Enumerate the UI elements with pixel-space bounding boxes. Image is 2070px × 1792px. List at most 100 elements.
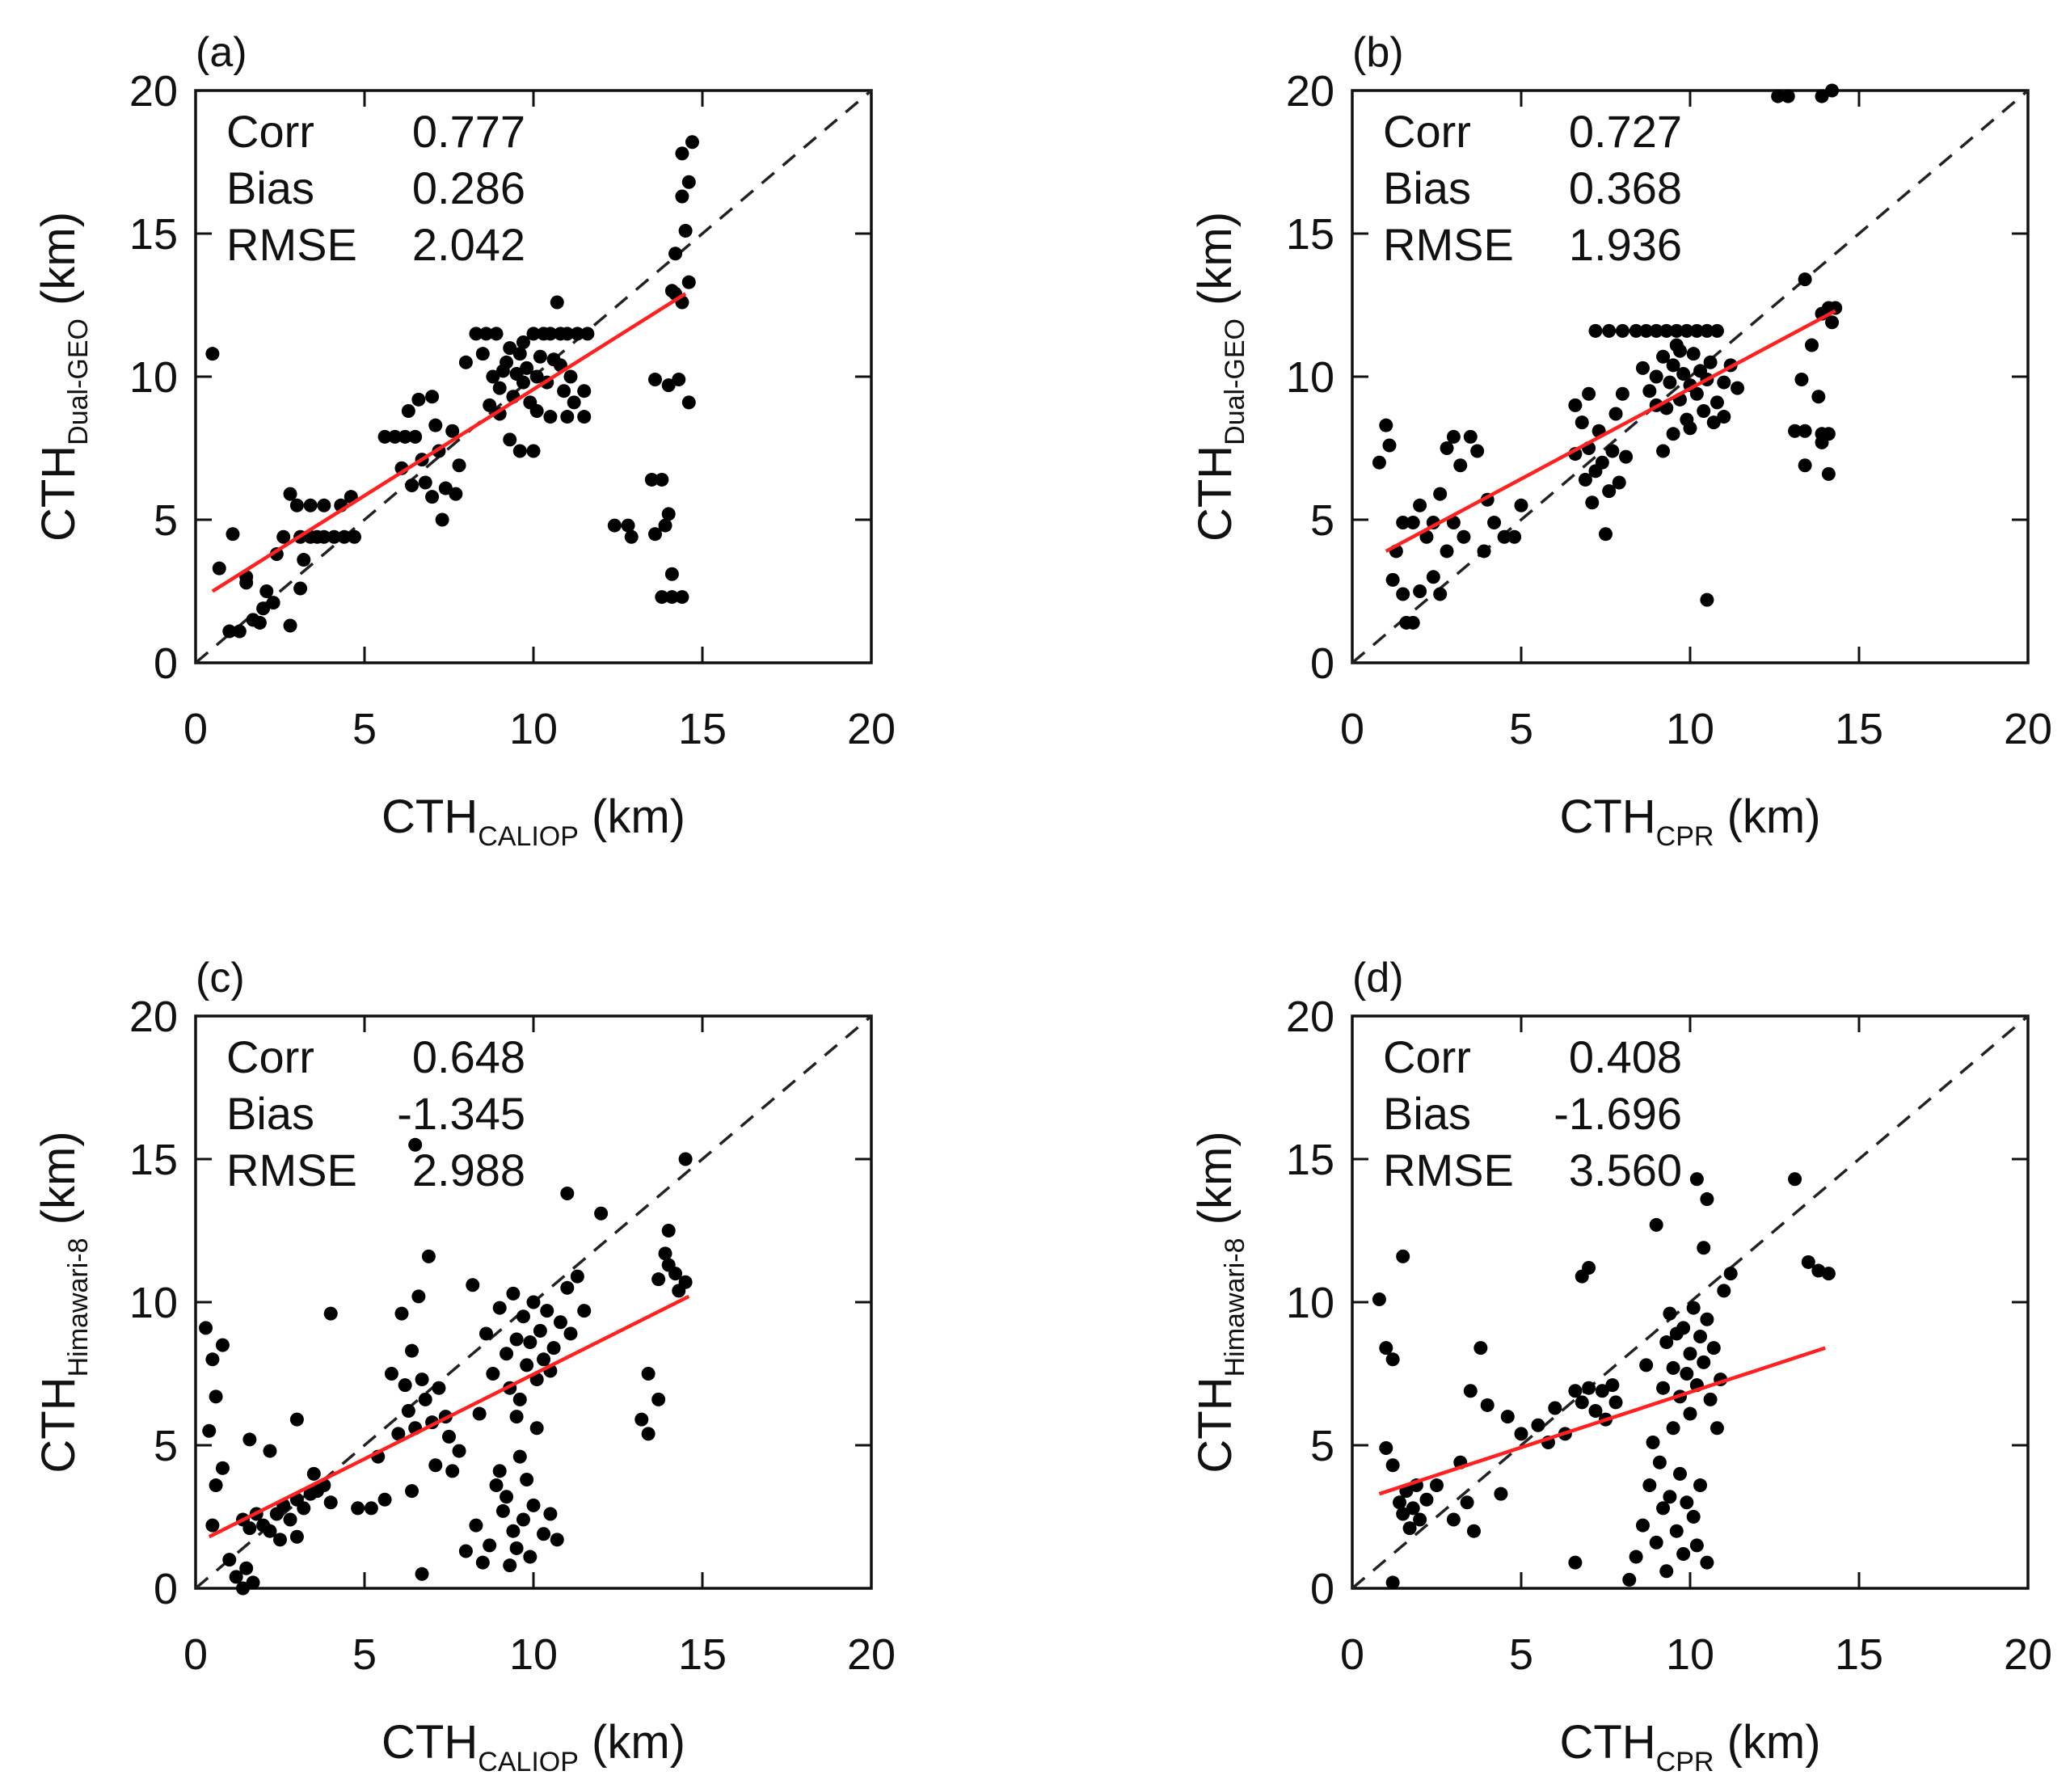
scatter-point	[323, 1495, 338, 1510]
scatter-point	[668, 247, 683, 261]
scatter-point	[289, 1412, 304, 1427]
scatter-point	[1406, 1501, 1420, 1516]
scatter-point	[500, 1347, 514, 1361]
y-tick-label: 20	[129, 993, 178, 1041]
y-axis-label: CTHHimawari-8 (km)	[32, 1131, 94, 1473]
y-axis-label-sub: Himawari-8	[63, 1238, 94, 1377]
scatter-point	[506, 1286, 521, 1301]
scatter-point	[1672, 1466, 1687, 1481]
scatter-point	[533, 1323, 547, 1338]
scatter-point	[1815, 89, 1829, 103]
scatter-point	[512, 444, 527, 458]
scatter-point	[546, 1341, 561, 1356]
scatter-point	[641, 1367, 656, 1381]
scatter-point	[681, 175, 696, 189]
scatter-point	[1639, 1358, 1654, 1372]
scatter-point	[1426, 570, 1440, 584]
x-axis-label-main: CTH	[1559, 1716, 1655, 1769]
scatter-point	[655, 472, 669, 487]
x-axis-label-unit: (km)	[1714, 1716, 1820, 1769]
scatter-point	[327, 529, 341, 544]
scatter-point	[594, 1206, 609, 1221]
scatter-point	[577, 410, 592, 424]
scatter-point	[1801, 1254, 1815, 1269]
scatter-point	[1635, 1518, 1650, 1533]
x-axis-label-unit: (km)	[1714, 791, 1820, 843]
scatter-point	[1703, 1392, 1718, 1406]
scatter-point	[1396, 1249, 1410, 1263]
scatter-point	[1717, 1284, 1731, 1298]
scatter-point	[529, 369, 544, 384]
y-tick-label: 15	[1286, 210, 1334, 259]
scatter-point	[1666, 427, 1680, 441]
scatter-point	[553, 1315, 567, 1330]
scatter-point	[1825, 83, 1840, 98]
stat-value: 0.408	[1569, 1031, 1682, 1082]
scatter-point	[1413, 498, 1427, 512]
scatter-point	[1602, 323, 1617, 338]
scatter-point	[486, 1367, 500, 1381]
scatter-point	[432, 1381, 446, 1395]
x-tick-label: 5	[352, 1630, 377, 1679]
y-axis-label: CTHDual-GEO (km)	[1189, 212, 1250, 542]
scatter-point	[351, 1501, 365, 1516]
scatter-point	[377, 1492, 392, 1507]
scatter-point	[263, 1524, 277, 1538]
x-axis-label: CTHCALIOP (km)	[382, 1716, 685, 1777]
scatter-point	[1656, 1501, 1671, 1516]
scatter-point	[495, 364, 510, 378]
scatter-point	[1825, 315, 1840, 330]
scatter-point	[607, 518, 622, 533]
scatter-point	[405, 1343, 419, 1358]
scatter-point	[1430, 1478, 1444, 1493]
scatter-point	[1635, 361, 1650, 375]
x-tick-label: 10	[509, 1630, 558, 1679]
scatter-point	[405, 1484, 419, 1499]
scatter-point	[1659, 323, 1674, 338]
y-tick-label: 15	[1286, 1136, 1334, 1184]
scatter-point	[526, 1498, 541, 1512]
scatter-point	[405, 479, 419, 493]
scatter-point	[1683, 421, 1697, 436]
scatter-point	[1497, 529, 1511, 544]
scatter-point	[1676, 366, 1691, 381]
scatter-point	[469, 327, 483, 341]
stat-label: Corr	[226, 106, 314, 157]
scatter-point	[621, 518, 635, 533]
scatter-point	[297, 553, 311, 567]
scatter-point	[1575, 1395, 1589, 1410]
y-tick-label: 0	[1310, 639, 1334, 688]
scatter-point	[1588, 323, 1603, 338]
scatter-point	[317, 529, 331, 544]
scatter-point	[1676, 1547, 1691, 1562]
scatter-point	[1578, 472, 1592, 487]
y-axis-label-unit: (km)	[1189, 212, 1242, 318]
scatter-point	[1710, 323, 1724, 338]
scatter-point	[297, 1501, 311, 1516]
stat-value: 0.777	[412, 106, 525, 157]
scatter-point	[1649, 369, 1663, 384]
scatter-point	[563, 1326, 578, 1341]
scatter-point	[1446, 516, 1461, 530]
scatter-point	[1457, 529, 1471, 544]
scatter-point	[337, 529, 352, 544]
scatter-point	[1460, 1495, 1474, 1510]
scatter-point	[658, 1246, 672, 1261]
stat-label: Corr	[226, 1031, 314, 1082]
stat-value: 1.936	[1569, 219, 1682, 270]
scatter-point	[550, 1533, 564, 1547]
scatter-point	[445, 1464, 460, 1478]
y-axis-label-main: CTH	[32, 445, 85, 542]
y-axis-label-main: CTH	[32, 1377, 85, 1473]
scatter-point	[1666, 1360, 1680, 1375]
stat-value: 0.368	[1569, 162, 1682, 213]
scatter-point	[1440, 441, 1454, 455]
y-tick-label: 0	[1310, 1565, 1334, 1613]
scatter-point	[199, 1321, 213, 1335]
x-tick-label: 15	[1835, 1630, 1883, 1679]
scatter-point	[1804, 338, 1819, 352]
scatter-point	[472, 1406, 487, 1421]
scatter-point	[1494, 1486, 1508, 1501]
scatter-point	[509, 1410, 524, 1424]
panel-label: (a)	[196, 29, 247, 76]
